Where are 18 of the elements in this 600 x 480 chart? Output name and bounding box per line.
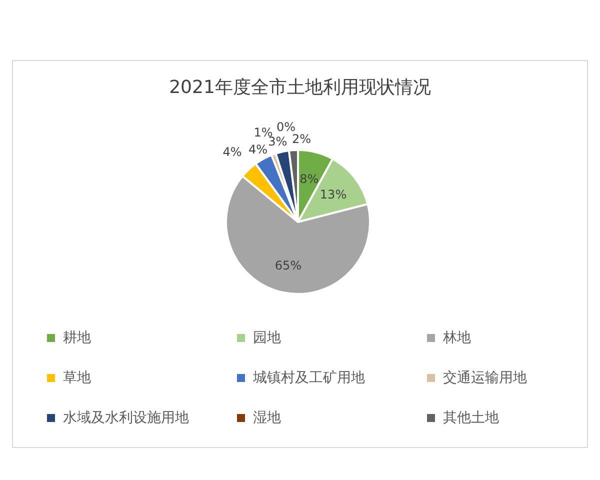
data-label: 4% (248, 142, 268, 156)
legend-label: 城镇村及工矿用地 (253, 369, 365, 387)
data-label: 4% (222, 145, 242, 160)
legend-label: 草地 (63, 369, 91, 387)
data-label: 8% (300, 172, 319, 186)
legend-label: 湿地 (253, 409, 281, 427)
legend-label: 水域及水利设施用地 (63, 409, 189, 427)
text: 0% (276, 120, 296, 134)
legend-label: 耕地 (63, 329, 91, 347)
legend-label: 其他土地 (443, 409, 499, 427)
data-label: 13% (320, 188, 347, 202)
legend-label: 林地 (443, 329, 471, 347)
legend-label: 交通运输用地 (443, 369, 527, 387)
data-label: 2% (292, 132, 311, 146)
data-label: 65% (274, 258, 302, 273)
legend-label: 园地 (253, 329, 281, 347)
data-label: 1% (254, 125, 273, 140)
chart-title: 2021年度全市土地利用现状情况 (168, 76, 432, 99)
